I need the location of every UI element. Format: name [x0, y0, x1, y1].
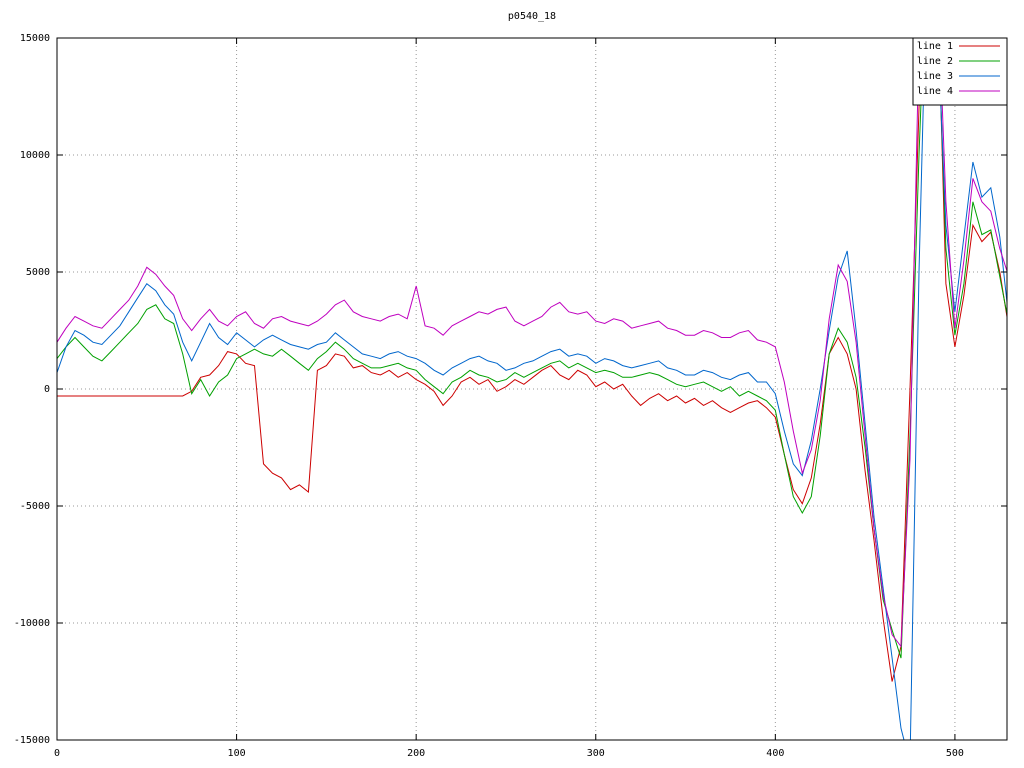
y-tick-label: 15000	[20, 33, 50, 44]
legend-box	[912, 37, 1008, 106]
y-tick-label: 10000	[20, 150, 50, 161]
series-line-3	[57, 38, 1007, 740]
x-tick-label: 400	[766, 748, 784, 759]
legend: line 1 line 2 line 3 line 4	[912, 37, 1008, 106]
x-tick-label: 200	[407, 748, 425, 759]
series-line-4	[57, 38, 1007, 648]
x-tick-label: 0	[54, 748, 60, 759]
x-tick-label: 300	[587, 748, 605, 759]
tick-labels: -15000 -10000 -5000 0 5000 10000 15000 0 100 200 3…	[14, 33, 964, 759]
y-tick-label: 0	[44, 384, 50, 395]
series-line-2	[57, 38, 1007, 659]
legend-label-line-2: line 2	[917, 56, 953, 67]
y-tick-label: -10000	[14, 618, 50, 629]
x-tick-label: 100	[228, 748, 246, 759]
x-tick-label: 500	[946, 748, 964, 759]
legend-label-line-3: line 3	[917, 71, 953, 82]
series-line-1	[57, 38, 1007, 682]
y-tick-label: 5000	[26, 267, 50, 278]
legend-label-line-1: line 1	[917, 41, 953, 52]
tick-marks	[56, 37, 1007, 741]
y-tick-label: -15000	[14, 735, 50, 746]
series-group	[57, 38, 1007, 740]
y-tick-label: -5000	[20, 501, 50, 512]
legend-label-line-4: line 4	[917, 86, 953, 97]
chart-title: p0540_18	[507, 11, 557, 22]
plot-border	[56, 37, 1008, 741]
gridlines	[57, 37, 1007, 741]
